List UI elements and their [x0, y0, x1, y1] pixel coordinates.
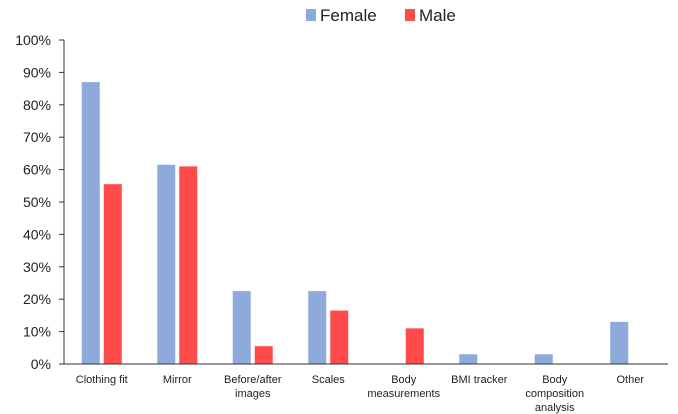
x-axis-labels: Clothing fit Mirror Before/after images Scal…	[76, 374, 645, 414]
y-tick-label: 30%	[23, 259, 51, 275]
y-tick-label: 50%	[23, 194, 51, 210]
bar-female-1	[157, 164, 176, 364]
bar-male-0	[103, 184, 122, 364]
x-tick-label: Scales	[312, 374, 346, 386]
legend-swatch-female	[306, 9, 316, 21]
bar-female-5	[459, 354, 478, 364]
y-tick-label: 60%	[23, 162, 51, 178]
x-tick-label: Mirror	[163, 374, 192, 386]
bar-male-3	[330, 310, 349, 364]
bar-female-3	[308, 291, 327, 364]
x-tick-label: Before/after images	[224, 374, 282, 400]
x-tick-label: Other	[616, 374, 644, 386]
bar-female-6	[534, 354, 553, 364]
y-tick-label: 70%	[23, 129, 51, 145]
x-tick-label: Body composition analysis	[525, 374, 584, 414]
y-axis-ticks: 0% 10% 20% 30% 40% 50% 60% 70% 80% 90% 100%	[15, 32, 64, 372]
y-tick-label: 0%	[31, 356, 51, 372]
y-tick-label: 100%	[15, 32, 51, 48]
bar-female-2	[232, 291, 251, 364]
y-tick-label: 40%	[23, 226, 51, 242]
y-tick-label: 20%	[23, 291, 51, 307]
y-tick-label: 10%	[23, 324, 51, 340]
legend: Female Male	[306, 6, 456, 25]
bar-female-7	[610, 321, 629, 364]
bar-female-0	[81, 82, 100, 365]
legend-label-male: Male	[419, 6, 456, 25]
bars	[81, 82, 629, 365]
y-tick-label: 80%	[23, 97, 51, 113]
bar-male-2	[254, 346, 273, 364]
bar-male-4	[405, 328, 424, 364]
x-tick-label: BMI tracker	[451, 374, 508, 386]
y-tick-label: 90%	[23, 64, 51, 80]
bar-male-1	[179, 166, 198, 364]
x-tick-label: Body measurements	[367, 374, 440, 400]
legend-swatch-male	[405, 9, 415, 21]
x-tick-label: Clothing fit	[76, 374, 128, 386]
legend-label-female: Female	[320, 6, 377, 25]
